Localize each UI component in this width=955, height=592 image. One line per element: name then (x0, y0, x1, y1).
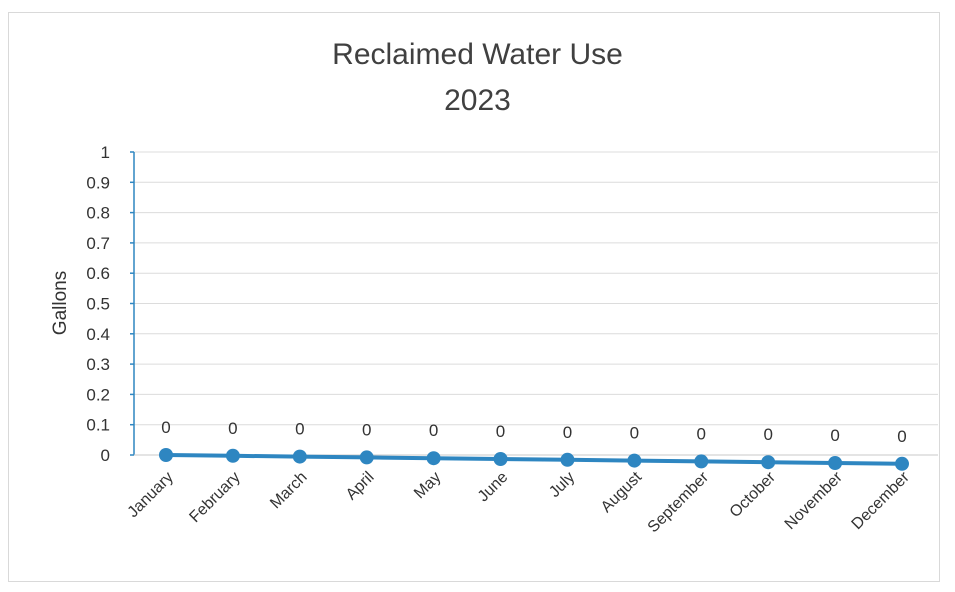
x-tick-label: January (125, 469, 177, 521)
data-point (761, 455, 776, 470)
x-tick-labels: January February March April May June July Augu… (125, 468, 914, 536)
y-tick-label: 0.9 (86, 173, 110, 192)
y-tick-label: 0.7 (86, 234, 110, 253)
x-tick-label: November (782, 468, 847, 533)
series-line (165, 453, 903, 466)
y-tick-label: 0.5 (86, 295, 110, 314)
y-tick-label: 1 (101, 143, 110, 162)
data-label: 0 (496, 422, 505, 441)
x-tick-label: February (186, 469, 243, 526)
data-label: 0 (429, 421, 438, 440)
chart-frame (8, 12, 940, 582)
data-label: 0 (228, 419, 237, 438)
data-point (225, 448, 240, 463)
x-tick-label: July (546, 469, 578, 501)
x-tick-label: August (598, 468, 646, 516)
data-label: 0 (830, 426, 839, 445)
series-group (159, 448, 909, 471)
x-tick-label: September (645, 468, 713, 536)
gridlines (134, 151, 938, 426)
data-point (694, 454, 709, 469)
y-tick-label: 0.2 (86, 385, 110, 404)
data-point (359, 450, 374, 465)
y-tick-label: 0.1 (86, 416, 110, 435)
data-label: 0 (763, 425, 772, 444)
data-label: 0 (563, 423, 572, 442)
y-tick-labels: 0 0.1 0.2 0.3 0.4 0.5 0.6 0.7 0.8 0.9 1 (86, 143, 134, 465)
y-tick-label: 0.8 (86, 204, 110, 223)
data-point (159, 448, 173, 462)
y-tick-label: 0 (101, 446, 110, 465)
data-label: 0 (161, 418, 170, 437)
y-tick-label: 0.6 (86, 264, 110, 283)
data-point (895, 456, 909, 471)
data-point (292, 449, 307, 464)
x-tick-label: April (343, 469, 378, 504)
data-point (426, 451, 441, 466)
chart-subtitle: 2023 (444, 84, 511, 117)
y-axis-label: Gallons (50, 271, 71, 335)
data-label: 0 (362, 420, 371, 439)
y-tick-label: 0.4 (86, 325, 110, 344)
data-point (493, 452, 508, 466)
data-label: 0 (697, 424, 706, 443)
data-point (627, 453, 642, 468)
chart-title: Reclaimed Water Use (332, 38, 623, 71)
x-tick-label: October (727, 468, 780, 521)
x-tick-label: June (475, 469, 512, 506)
data-label: 0 (295, 420, 304, 439)
y-tick-label: 0.3 (86, 355, 110, 374)
data-label: 0 (897, 427, 906, 446)
data-labels: 0 0 0 0 0 0 0 0 0 0 0 0 (161, 418, 906, 446)
data-label: 0 (630, 424, 639, 443)
x-tick-label: March (267, 469, 310, 512)
x-tick-label: May (411, 469, 444, 502)
data-point (560, 452, 575, 467)
data-point (828, 456, 843, 470)
x-tick-label: December (849, 468, 914, 533)
